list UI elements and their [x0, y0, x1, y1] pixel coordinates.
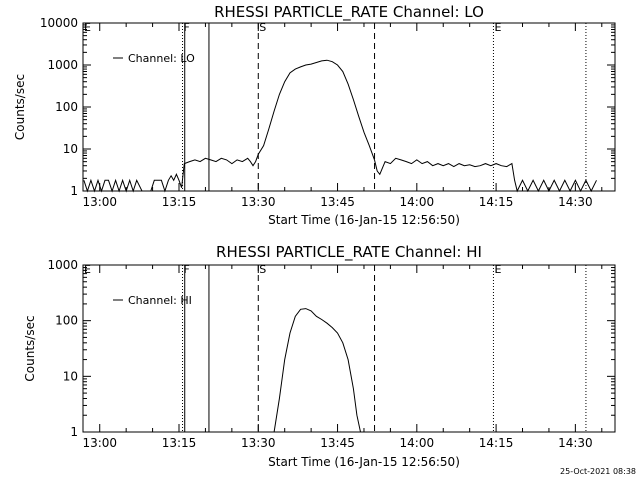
x-tick-label: 13:30 [241, 195, 276, 209]
marker-label: F [184, 263, 190, 276]
marker-label: E [494, 21, 501, 34]
y-tick-label: 10000 [40, 16, 78, 30]
marker-label: S [259, 263, 266, 276]
marker-label: S [259, 21, 266, 34]
x-tick-label: 13:15 [162, 195, 197, 209]
x-axis-label: Start Time (16-Jan-15 12:56:50) [268, 213, 460, 227]
x-tick-label: 13:45 [320, 436, 355, 450]
marker-label: E [84, 21, 91, 34]
footer-timestamp: 25-Oct-2021 08:38 [560, 467, 636, 476]
marker-label: E [84, 263, 91, 276]
chart-title: RHESSI PARTICLE_RATE Channel: LO [214, 3, 484, 22]
marker-label: E [494, 263, 501, 276]
y-tick-label: 100 [55, 100, 78, 114]
y-axis-label: Counts/sec [13, 74, 27, 140]
y-tick-label: 1 [70, 184, 78, 198]
y-tick-label: 100 [55, 314, 78, 328]
plot-frame [82, 264, 616, 433]
x-tick-label: 13:30 [241, 436, 276, 450]
y-tick-label: 10 [63, 142, 78, 156]
x-tick-label: 14:30 [558, 436, 593, 450]
y-axis-label: Counts/sec [23, 315, 37, 381]
x-tick-label: 14:00 [400, 436, 435, 450]
marker-label: F [184, 21, 190, 34]
y-tick-label: 1 [70, 425, 78, 439]
x-tick-label: 14:00 [400, 195, 435, 209]
chart-panel-hi: RHESSI PARTICLE_RATE Channel: HI 13:00 13:… [23, 243, 616, 469]
y-tick-label: 10 [63, 369, 78, 383]
series-line-0 [273, 308, 361, 433]
x-tick-label: 14:15 [479, 436, 514, 450]
y-tick-label: 1000 [47, 58, 78, 72]
chart-panel-lo: RHESSI PARTICLE_RATE Channel: LO 13:00 13:… [13, 3, 616, 227]
series-line-0 [83, 59, 597, 193]
plot-frame [82, 22, 616, 192]
y-tick-label: 1000 [47, 258, 78, 272]
legend-entry: Channel: LO [128, 52, 195, 65]
x-tick-label: 13:00 [82, 436, 117, 450]
x-tick-label: 13:45 [320, 195, 355, 209]
x-axis-label: Start Time (16-Jan-15 12:56:50) [268, 455, 460, 469]
chart-title: RHESSI PARTICLE_RATE Channel: HI [216, 243, 482, 262]
x-tick-label: 13:15 [162, 436, 197, 450]
x-tick-label: 14:30 [558, 195, 593, 209]
x-tick-label: 14:15 [479, 195, 514, 209]
x-tick-label: 13:00 [82, 195, 117, 209]
legend-entry: Channel: HI [128, 294, 192, 307]
